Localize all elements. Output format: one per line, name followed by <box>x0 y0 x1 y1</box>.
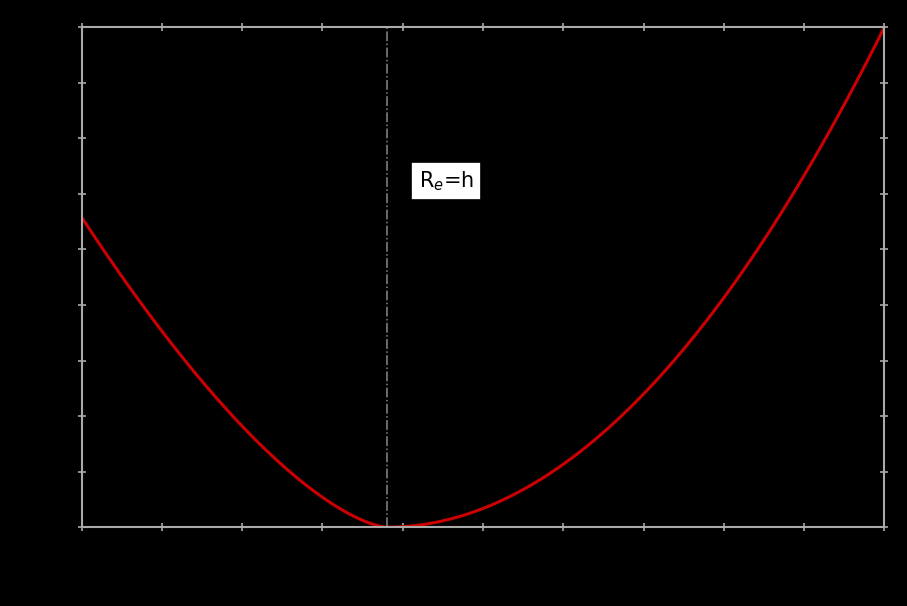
Text: R$_e$=h: R$_e$=h <box>419 169 474 193</box>
